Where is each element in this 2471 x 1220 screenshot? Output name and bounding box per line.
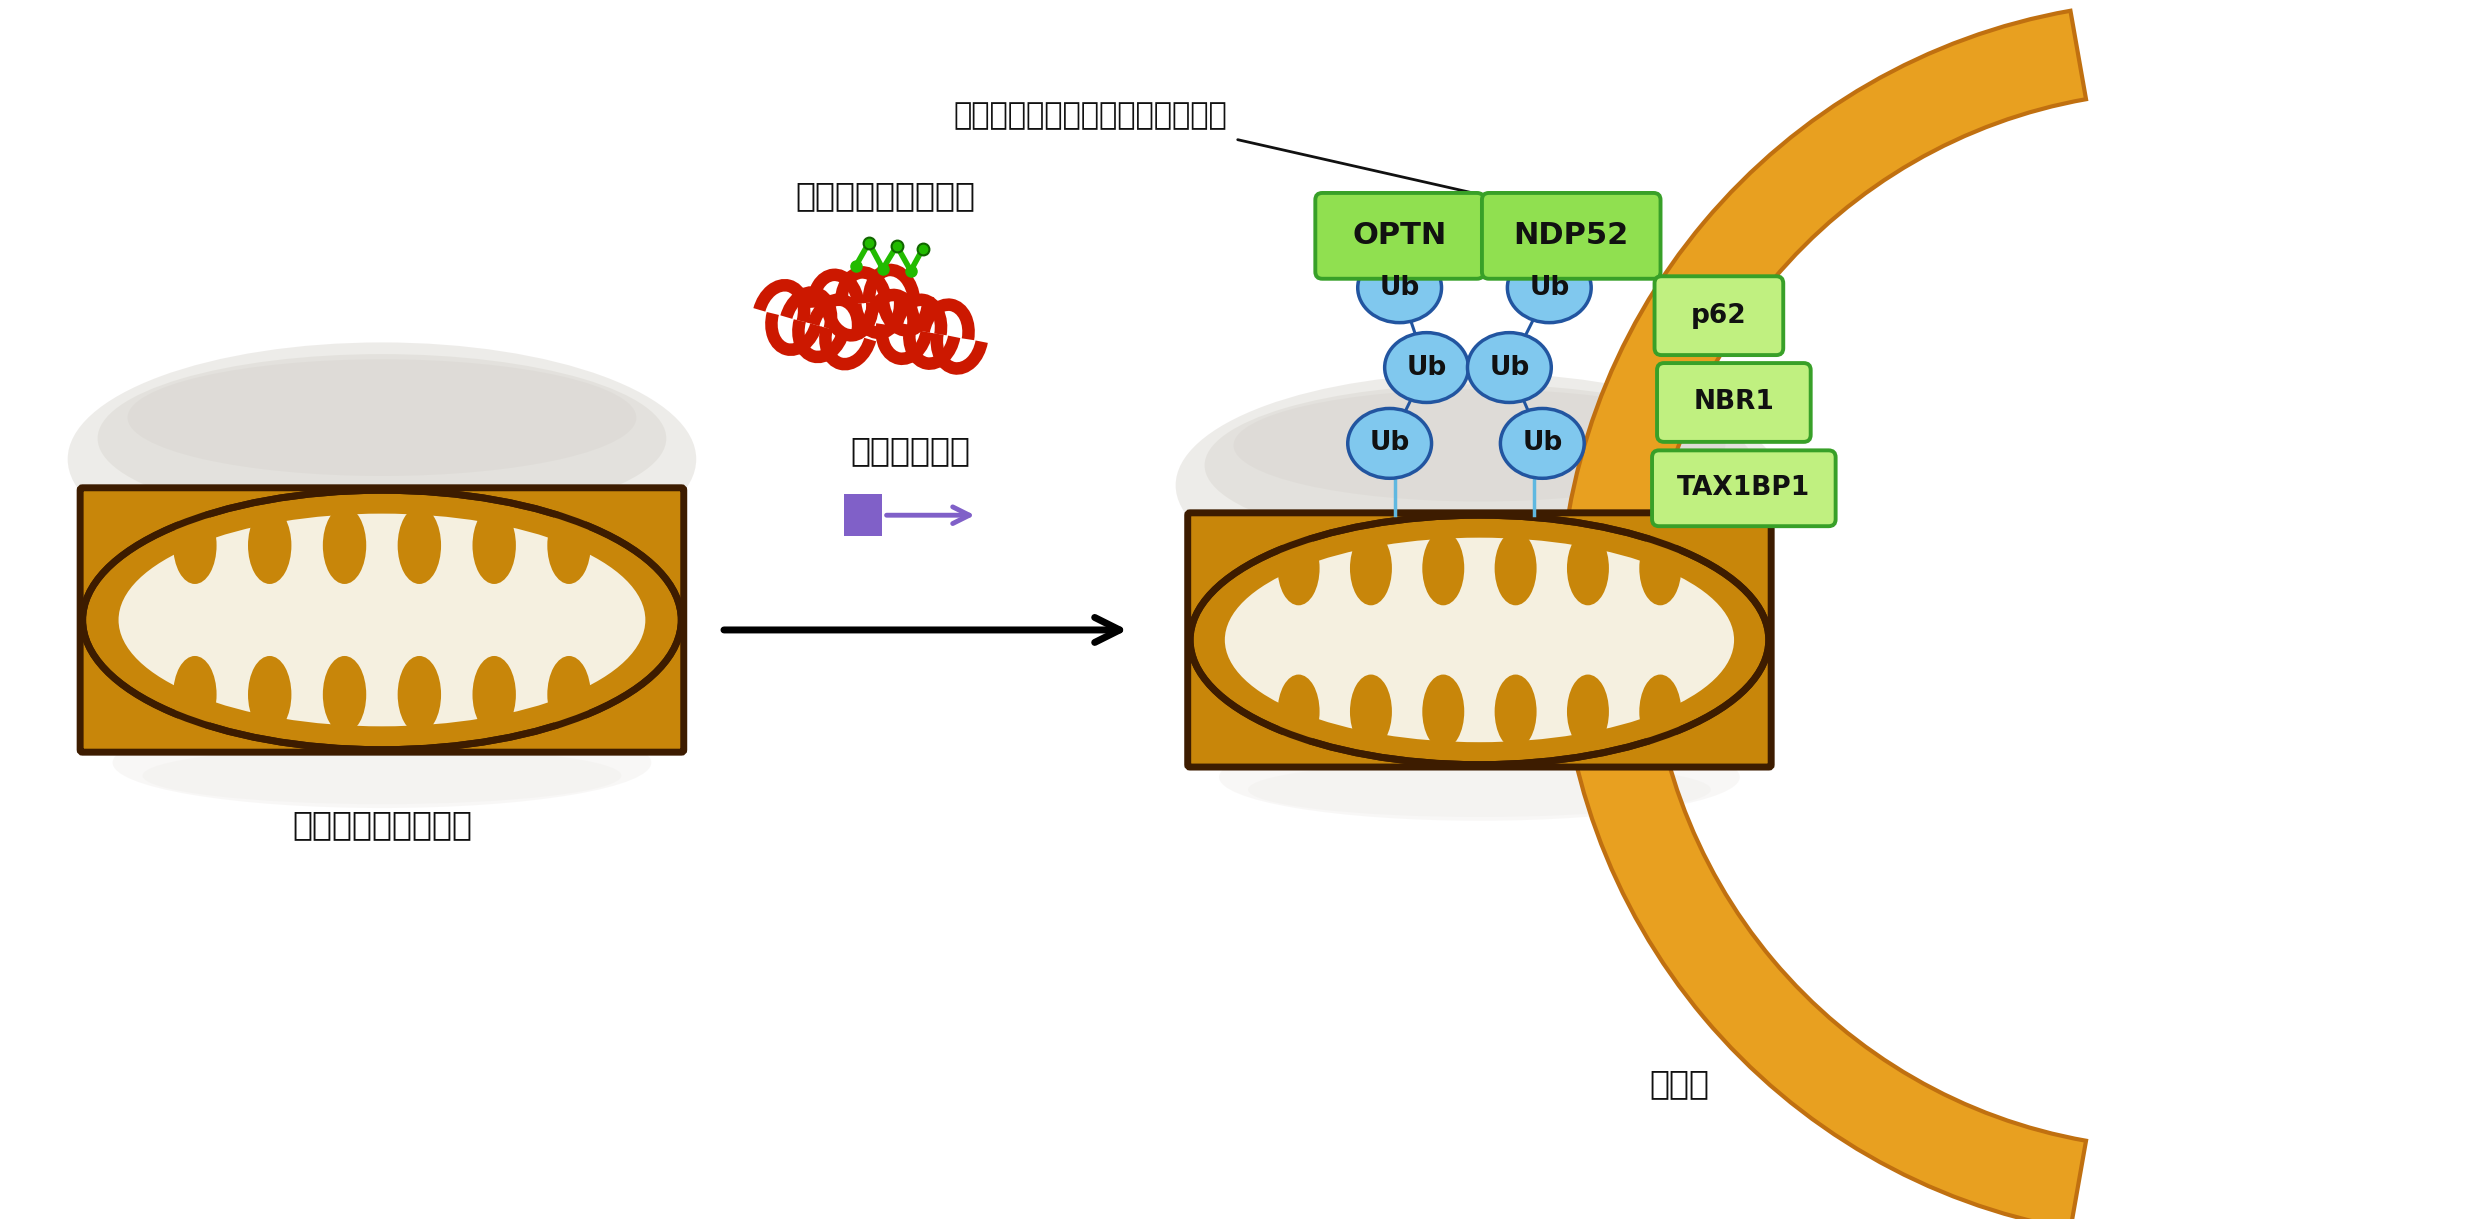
Ellipse shape	[1233, 389, 1725, 501]
Text: オートファジーアダプター分子群: オートファジーアダプター分子群	[954, 101, 1228, 131]
Ellipse shape	[324, 506, 366, 584]
Ellipse shape	[546, 656, 591, 733]
Ellipse shape	[472, 656, 516, 733]
Wedge shape	[1559, 11, 2086, 1220]
Ellipse shape	[1347, 409, 1431, 478]
Ellipse shape	[1423, 675, 1465, 749]
Ellipse shape	[1495, 675, 1537, 749]
Text: OPTN: OPTN	[1352, 221, 1446, 250]
Ellipse shape	[1278, 531, 1320, 605]
Ellipse shape	[173, 506, 217, 584]
Text: NBR1: NBR1	[1693, 389, 1774, 416]
Ellipse shape	[1507, 253, 1591, 322]
Ellipse shape	[398, 506, 440, 584]
Ellipse shape	[1226, 538, 1735, 742]
Ellipse shape	[546, 506, 591, 584]
FancyBboxPatch shape	[1656, 276, 1784, 355]
Ellipse shape	[1278, 675, 1320, 749]
Bar	[845, 494, 882, 536]
Ellipse shape	[1218, 733, 1740, 821]
Text: Ub: Ub	[1530, 274, 1569, 301]
Ellipse shape	[324, 656, 366, 733]
FancyBboxPatch shape	[1483, 193, 1661, 278]
Text: Ub: Ub	[1522, 431, 1562, 456]
Ellipse shape	[96, 354, 667, 522]
Ellipse shape	[247, 656, 292, 733]
Ellipse shape	[398, 656, 440, 733]
Ellipse shape	[1384, 333, 1468, 403]
Ellipse shape	[119, 514, 645, 726]
Text: p62: p62	[1690, 303, 1747, 328]
FancyBboxPatch shape	[79, 488, 684, 753]
Ellipse shape	[472, 506, 516, 584]
Text: Ub: Ub	[1406, 355, 1446, 381]
Text: 不良ミトコンドリア: 不良ミトコンドリア	[292, 808, 472, 841]
Ellipse shape	[1567, 675, 1609, 749]
Ellipse shape	[173, 656, 217, 733]
Ellipse shape	[128, 359, 638, 476]
Text: 低分子化合物: 低分子化合物	[850, 434, 971, 467]
Ellipse shape	[67, 343, 697, 576]
Ellipse shape	[1349, 675, 1391, 749]
FancyBboxPatch shape	[1315, 193, 1485, 278]
Ellipse shape	[1567, 531, 1609, 605]
Text: TAX1BP1: TAX1BP1	[1678, 476, 1811, 501]
Ellipse shape	[247, 506, 292, 584]
Text: Ub: Ub	[1490, 355, 1530, 381]
Ellipse shape	[1468, 333, 1552, 403]
Ellipse shape	[114, 717, 652, 808]
Ellipse shape	[1638, 675, 1680, 749]
Ellipse shape	[1357, 253, 1441, 322]
Ellipse shape	[82, 490, 682, 749]
Ellipse shape	[1500, 409, 1584, 478]
Text: Ub: Ub	[1369, 431, 1411, 456]
FancyBboxPatch shape	[1658, 364, 1811, 442]
Ellipse shape	[1176, 373, 1784, 598]
Ellipse shape	[143, 747, 620, 804]
Ellipse shape	[1248, 762, 1710, 817]
Ellipse shape	[1495, 531, 1537, 605]
Ellipse shape	[1349, 531, 1391, 605]
FancyBboxPatch shape	[1189, 512, 1772, 767]
FancyBboxPatch shape	[1653, 450, 1836, 526]
Ellipse shape	[1203, 384, 1754, 547]
Ellipse shape	[1423, 531, 1465, 605]
Ellipse shape	[1191, 515, 1769, 765]
Ellipse shape	[1638, 531, 1680, 605]
Text: ステープルペプチド: ステープルペプチド	[796, 179, 976, 212]
Text: NDP52: NDP52	[1515, 221, 1628, 250]
Text: Ub: Ub	[1379, 274, 1421, 301]
Text: 隣離膜: 隣離膜	[1648, 1068, 1710, 1100]
